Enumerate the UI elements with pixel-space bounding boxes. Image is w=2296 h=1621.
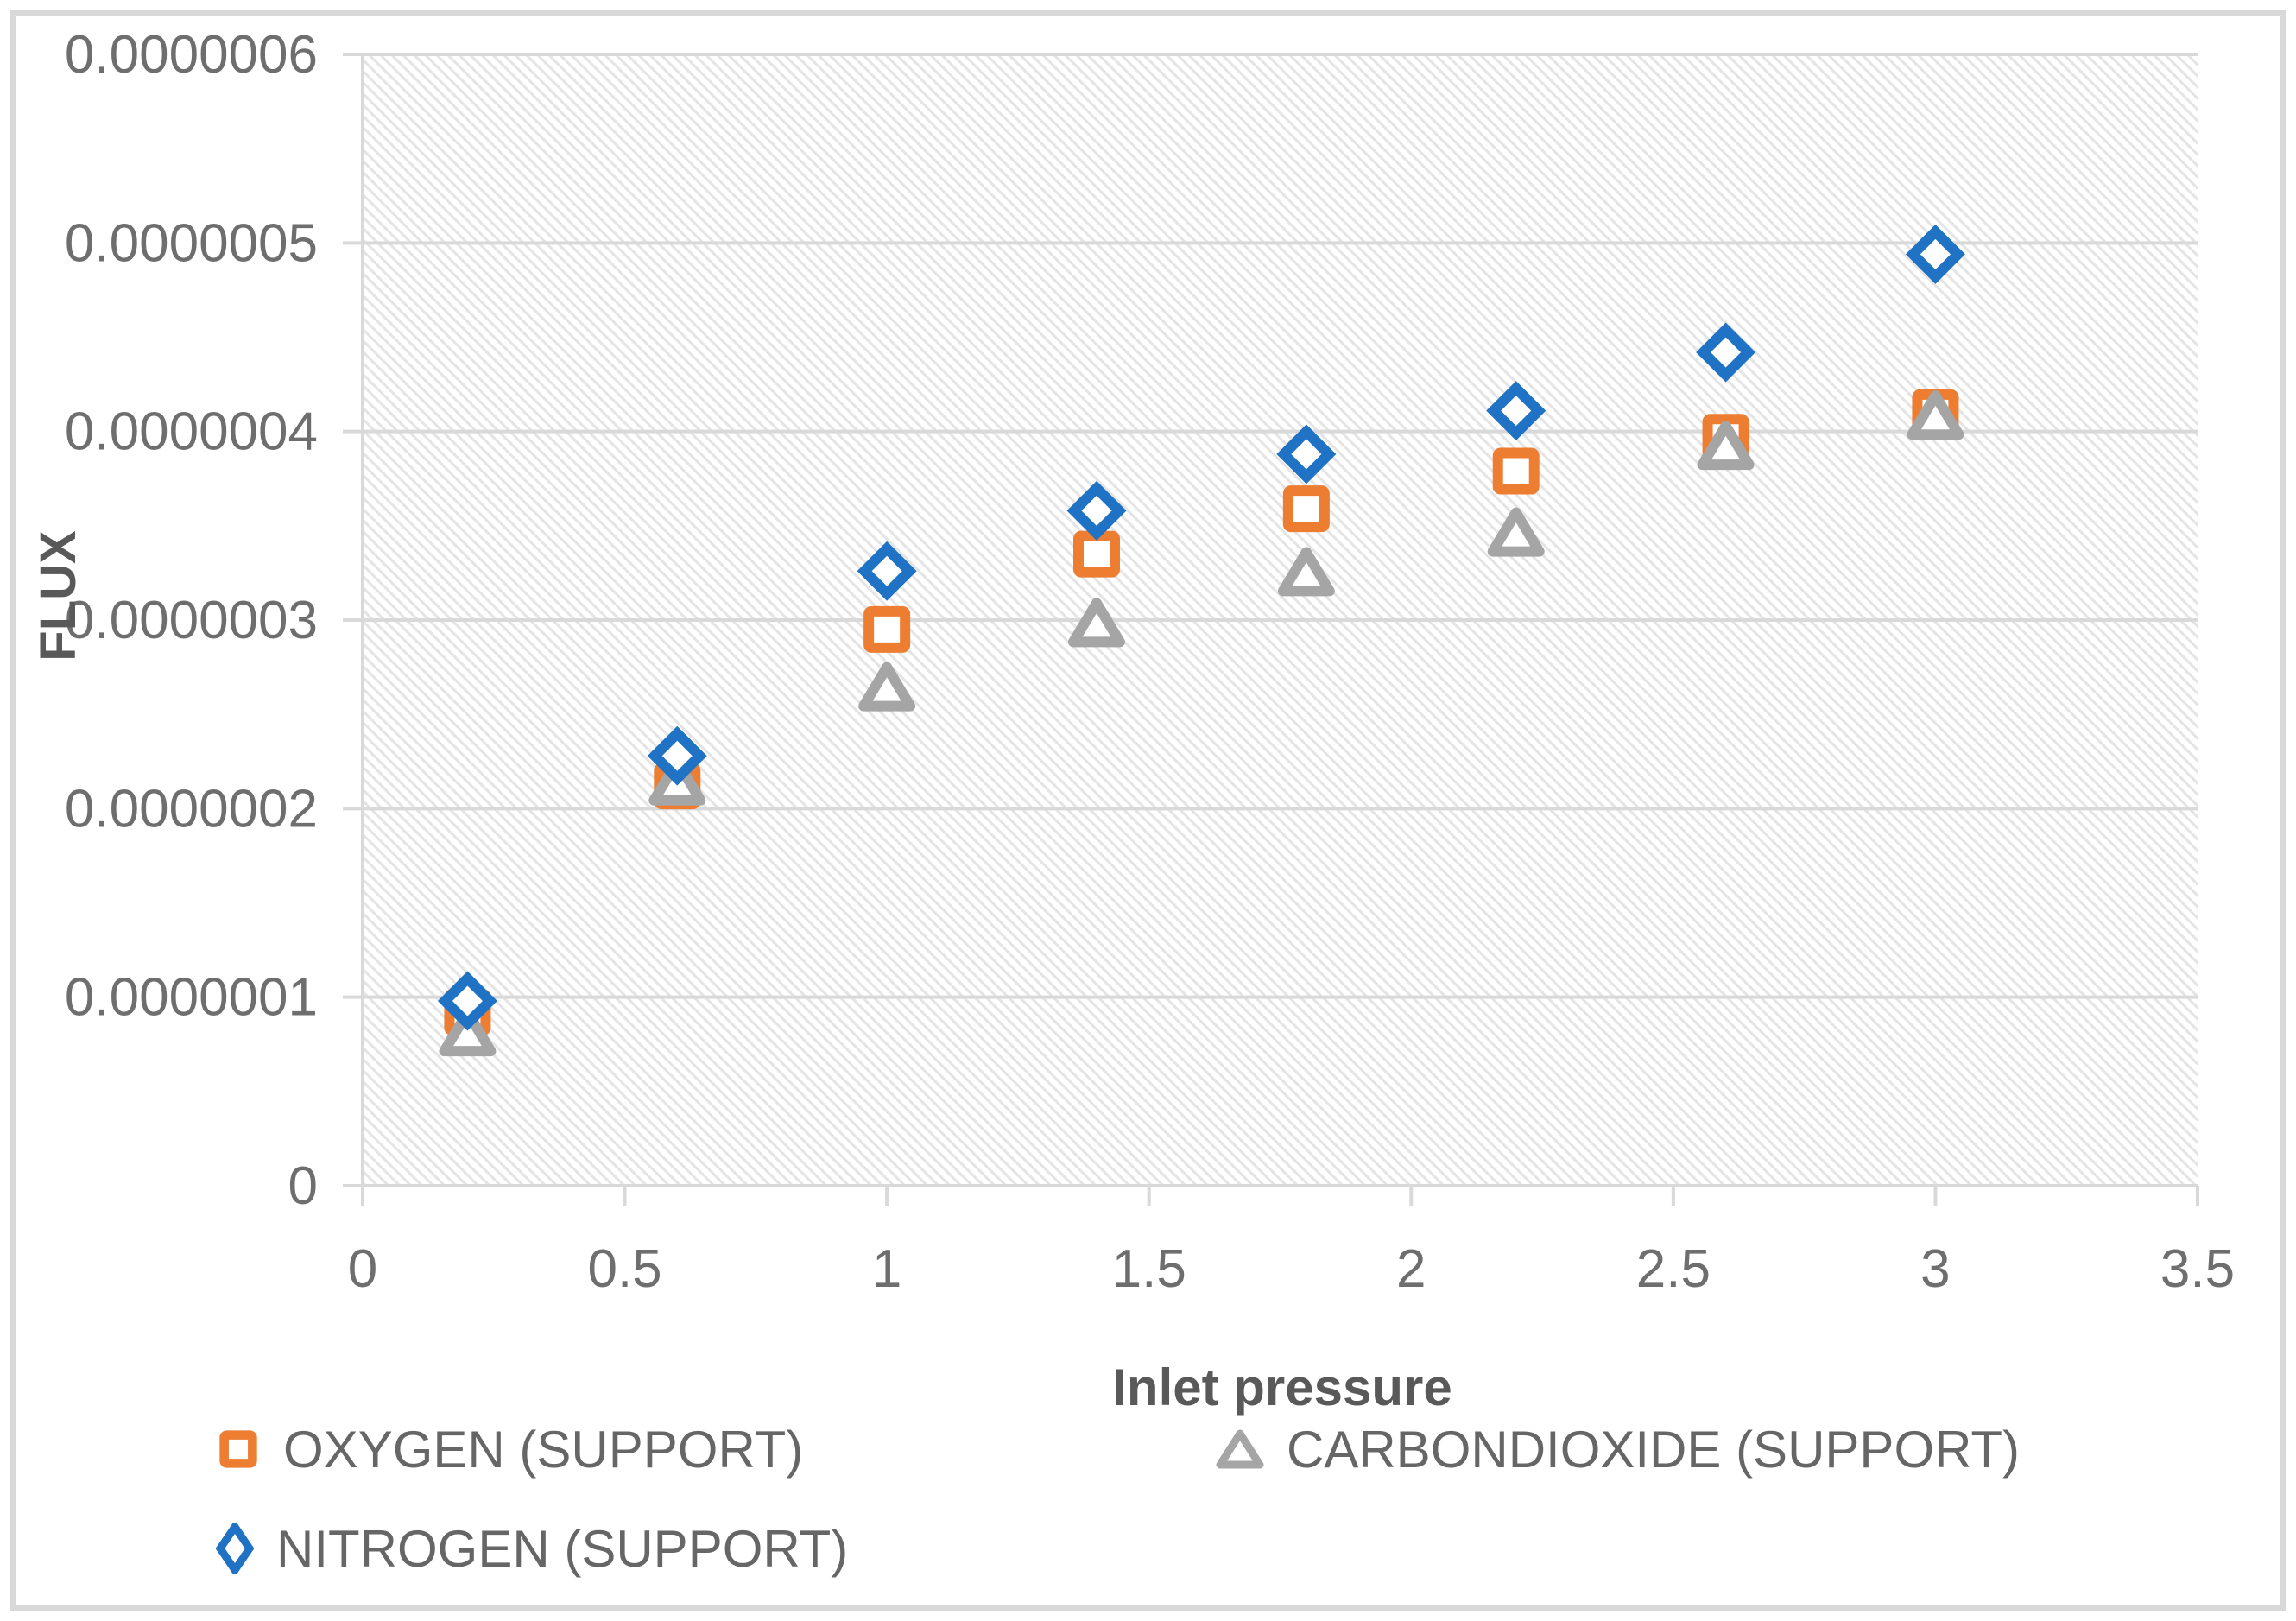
legend-label-nitrogen: NITROGEN (SUPPORT) xyxy=(276,1519,849,1578)
y-tick-label: 0.0000004 xyxy=(65,402,318,462)
data-point-nitrogen[interactable] xyxy=(647,725,707,786)
y-tick-label: 0.0000005 xyxy=(65,213,318,273)
data-point-nitrogen[interactable] xyxy=(1066,480,1127,541)
oxygen-marker-icon xyxy=(219,1430,257,1468)
legend-item-nitrogen[interactable]: NITROGEN (SUPPORT) xyxy=(216,1519,849,1578)
x-tick-label: 2 xyxy=(1396,1239,1426,1299)
data-point-carbondioxide[interactable] xyxy=(439,1007,497,1057)
data-point-carbondioxide[interactable] xyxy=(1697,421,1755,471)
y-tick-label: 0.0000003 xyxy=(65,591,318,650)
data-point-carbondioxide[interactable] xyxy=(1277,547,1335,597)
y-tick-label: 0 xyxy=(288,1156,318,1216)
x-tick-label: 0.5 xyxy=(587,1239,661,1299)
x-tick-label: 3 xyxy=(1920,1239,1950,1299)
y-axis-title: FLUX xyxy=(30,530,86,662)
x-tick-label: 2.5 xyxy=(1636,1239,1711,1299)
y-tick-label: 0.0000001 xyxy=(65,968,318,1028)
x-axis-title: Inlet pressure xyxy=(1112,1358,1452,1416)
carbondioxide-marker-icon xyxy=(1216,1429,1264,1469)
data-point-carbondioxide[interactable] xyxy=(858,662,916,712)
nitrogen-marker-icon xyxy=(216,1523,254,1574)
data-point-nitrogen[interactable] xyxy=(1276,424,1337,484)
x-tick-label: 3.5 xyxy=(2160,1239,2235,1299)
data-point-oxygen[interactable] xyxy=(1492,447,1540,495)
x-tick-label: 0 xyxy=(348,1239,377,1299)
y-tick-label: 0.0000002 xyxy=(65,779,318,839)
legend-label-oxygen: OXYGEN (SUPPORT) xyxy=(283,1420,804,1479)
legend-item-oxygen[interactable]: OXYGEN (SUPPORT) xyxy=(216,1420,804,1479)
data-point-carbondioxide[interactable] xyxy=(1487,507,1545,557)
x-tick-label: 1 xyxy=(872,1239,901,1299)
data-point-nitrogen[interactable] xyxy=(1696,322,1756,383)
data-point-nitrogen[interactable] xyxy=(857,541,917,601)
data-point-carbondioxide[interactable] xyxy=(1907,390,1964,440)
legend-label-carbondioxide: CARBONDIOXIDE (SUPPORT) xyxy=(1287,1420,2020,1479)
data-point-nitrogen[interactable] xyxy=(1905,224,1965,284)
y-tick-label: 0.0000006 xyxy=(65,25,318,85)
legend-item-carbondioxide[interactable]: CARBONDIOXIDE (SUPPORT) xyxy=(1216,1420,2020,1479)
data-point-oxygen[interactable] xyxy=(1282,485,1330,533)
data-point-nitrogen[interactable] xyxy=(437,971,497,1031)
chart-border xyxy=(10,10,2286,1611)
data-point-oxygen[interactable] xyxy=(863,605,911,653)
x-tick-label: 1.5 xyxy=(1112,1239,1186,1299)
data-point-carbondioxide[interactable] xyxy=(1068,598,1125,648)
data-point-nitrogen[interactable] xyxy=(1486,381,1546,441)
